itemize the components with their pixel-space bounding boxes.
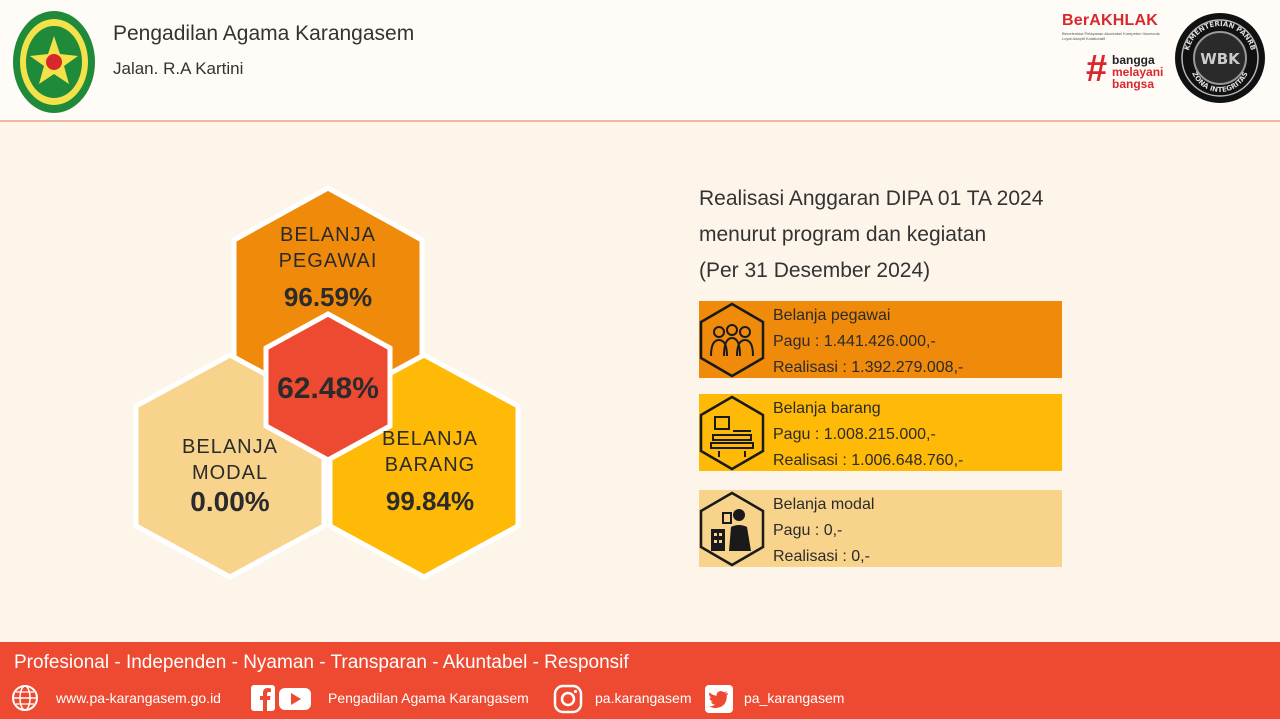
card-pegawai-name: Belanja pegawai	[773, 307, 891, 324]
hash-mark: #	[1086, 48, 1108, 90]
card-modal-realisasi: Realisasi : 0,-	[773, 548, 870, 565]
berakhlak-title: BerAKHLAK	[1062, 12, 1159, 29]
instagram-icon[interactable]	[553, 684, 583, 714]
hex-barang-value: 99.84%	[385, 486, 475, 516]
card-barang-realisasi: Realisasi : 1.006.648.760,-	[773, 452, 964, 469]
hex-total-text: 62.48%	[260, 372, 396, 406]
org-address: Jalan. R.A Kartini	[113, 59, 244, 78]
footer-links: www.pa-karangasem.go.id Pengadilan Agama…	[0, 684, 1280, 716]
header: Pengadilan Agama Karangasem Jalan. R.A K…	[0, 0, 1280, 122]
berakhlak-logo: BerAKHLAK Berorientasi Pelayanan Akuntab…	[1062, 12, 1172, 102]
hex-modal-label-1: BELANJA	[182, 436, 278, 458]
court-logo-icon	[13, 11, 95, 113]
website-link[interactable]: www.pa-karangasem.go.id	[56, 690, 221, 706]
twitter-icon[interactable]	[704, 684, 734, 714]
hex-pegawai-value: 96.59%	[283, 282, 373, 312]
hexagon-chart: BELANJA PEGAWAI 96.59% 62.48% BELANJA MO…	[120, 180, 540, 590]
card-modal-pagu: Pagu : 0,-	[773, 522, 843, 539]
card-barang-name: Belanja barang	[773, 400, 881, 417]
panel-title: Realisasi Anggaran DIPA 01 TA 2024 menur…	[699, 181, 1043, 289]
capital-building-icon	[699, 491, 765, 567]
card-pegawai-pagu: Pagu : 1.441.426.000,-	[773, 333, 936, 350]
card-belanja-modal: Belanja modal Pagu : 0,- Realisasi : 0,-	[699, 490, 1062, 567]
bangga-word-1: bangga	[1112, 53, 1155, 67]
footer: Profesional - Independen - Nyaman - Tran…	[0, 642, 1280, 719]
hex-pegawai-label-1: BELANJA	[280, 224, 376, 246]
card-pegawai-realisasi: Realisasi : 1.392.279.008,-	[773, 359, 964, 376]
zi-center-text: WBK	[1200, 50, 1241, 68]
card-belanja-pegawai: Belanja pegawai Pagu : 1.441.426.000,- R…	[699, 301, 1062, 378]
employees-icon	[699, 302, 765, 378]
hex-pegawai-text: BELANJA PEGAWAI 96.59%	[248, 222, 408, 313]
berakhlak-subtitle: Berorientasi Pelayanan Akuntabel Kompete…	[1062, 31, 1160, 41]
facebook-youtube-link[interactable]: Pengadilan Agama Karangasem	[328, 690, 529, 706]
hex-barang-label-2: BARANG	[384, 454, 476, 476]
youtube-icon[interactable]	[278, 684, 312, 712]
hex-modal-label-2: MODAL	[191, 462, 269, 484]
card-modal-name: Belanja modal	[773, 496, 875, 513]
bangga-word-3: bangsa	[1112, 77, 1155, 91]
footer-motto: Profesional - Independen - Nyaman - Tran…	[14, 652, 629, 673]
hex-total	[263, 311, 393, 463]
hex-barang-text: BELANJA BARANG 99.84%	[350, 426, 510, 517]
panel-title-line-2: menurut program dan kegiatan	[699, 223, 987, 246]
hex-total-value: 62.48%	[277, 372, 379, 405]
twitter-link[interactable]: pa_karangasem	[744, 690, 845, 706]
zona-integritas-logo-icon: KEMENTERIAN PANRB ZONA INTEGRITAS WBK	[1175, 13, 1265, 103]
hex-modal-text: BELANJA MODAL 0.00%	[150, 434, 310, 518]
hex-barang-label-1: BELANJA	[382, 428, 478, 450]
bangga-word-2: melayani	[1112, 65, 1164, 79]
panel-title-line-1: Realisasi Anggaran DIPA 01 TA 2024	[699, 187, 1044, 210]
card-belanja-barang: Belanja barang Pagu : 1.008.215.000,- Re…	[699, 394, 1062, 471]
card-barang-pagu: Pagu : 1.008.215.000,-	[773, 426, 936, 443]
globe-icon	[12, 685, 38, 711]
hex-pegawai-label-2: PEGAWAI	[278, 250, 378, 272]
goods-icon	[699, 395, 765, 471]
hex-modal-value: 0.00%	[190, 486, 270, 517]
instagram-link[interactable]: pa.karangasem	[595, 690, 692, 706]
org-name: Pengadilan Agama Karangasem	[113, 22, 415, 45]
panel-title-line-3: (Per 31 Desember 2024)	[699, 259, 931, 282]
facebook-icon[interactable]	[250, 684, 276, 712]
